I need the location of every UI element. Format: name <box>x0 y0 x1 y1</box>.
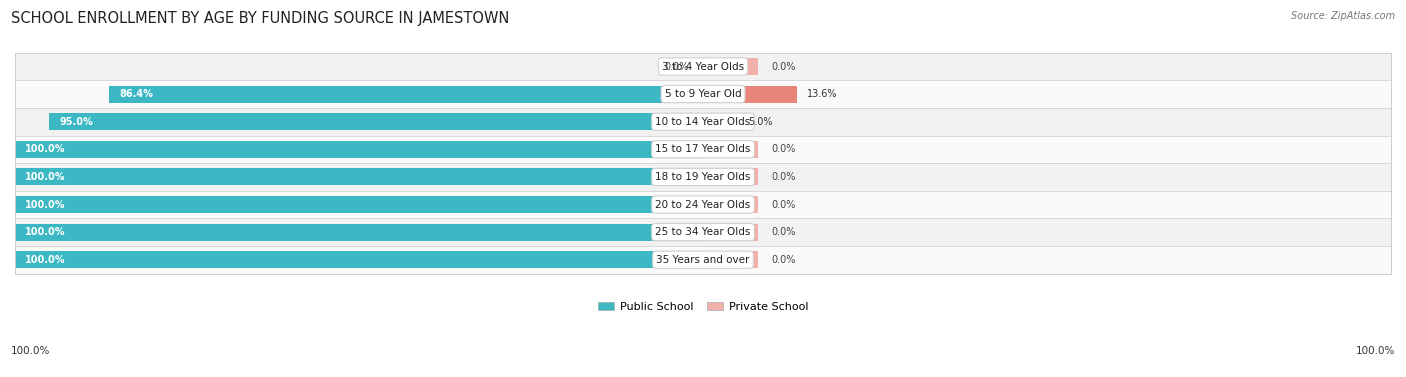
Text: 35 Years and over: 35 Years and over <box>657 255 749 265</box>
Bar <box>15 196 703 213</box>
Text: 10 to 14 Year Olds: 10 to 14 Year Olds <box>655 117 751 127</box>
Text: 100.0%: 100.0% <box>25 227 66 237</box>
Bar <box>15 108 1391 135</box>
Text: 100.0%: 100.0% <box>25 199 66 210</box>
Text: 5 to 9 Year Old: 5 to 9 Year Old <box>665 89 741 99</box>
Text: 13.6%: 13.6% <box>807 89 838 99</box>
Text: 20 to 24 Year Olds: 20 to 24 Year Olds <box>655 199 751 210</box>
Text: 100.0%: 100.0% <box>11 346 51 356</box>
Bar <box>15 251 703 268</box>
Text: 0.0%: 0.0% <box>772 61 796 72</box>
Bar <box>15 53 1391 80</box>
Bar <box>703 141 758 158</box>
Text: 100.0%: 100.0% <box>1355 346 1395 356</box>
Text: 15 to 17 Year Olds: 15 to 17 Year Olds <box>655 144 751 154</box>
Bar <box>15 169 703 185</box>
Text: SCHOOL ENROLLMENT BY AGE BY FUNDING SOURCE IN JAMESTOWN: SCHOOL ENROLLMENT BY AGE BY FUNDING SOUR… <box>11 11 509 26</box>
Bar <box>703 86 797 103</box>
Bar <box>703 251 758 268</box>
Text: 100.0%: 100.0% <box>25 255 66 265</box>
Text: 25 to 34 Year Olds: 25 to 34 Year Olds <box>655 227 751 237</box>
Bar <box>49 113 703 130</box>
Bar <box>703 169 758 185</box>
Bar <box>15 141 703 158</box>
Bar <box>703 113 737 130</box>
Text: 100.0%: 100.0% <box>25 172 66 182</box>
Bar <box>703 196 758 213</box>
Bar <box>693 58 703 75</box>
Legend: Public School, Private School: Public School, Private School <box>593 298 813 317</box>
Text: 0.0%: 0.0% <box>772 144 796 154</box>
Bar <box>15 135 1391 163</box>
Text: 86.4%: 86.4% <box>120 89 153 99</box>
Text: 0.0%: 0.0% <box>665 61 689 72</box>
Text: 95.0%: 95.0% <box>59 117 93 127</box>
Bar <box>15 191 1391 218</box>
Bar <box>703 58 758 75</box>
Text: 5.0%: 5.0% <box>748 117 772 127</box>
Bar <box>15 218 1391 246</box>
Text: 100.0%: 100.0% <box>25 144 66 154</box>
Text: 0.0%: 0.0% <box>772 255 796 265</box>
Text: 3 to 4 Year Olds: 3 to 4 Year Olds <box>662 61 744 72</box>
Bar <box>15 246 1391 274</box>
Text: 18 to 19 Year Olds: 18 to 19 Year Olds <box>655 172 751 182</box>
Text: 0.0%: 0.0% <box>772 199 796 210</box>
Text: 0.0%: 0.0% <box>772 227 796 237</box>
Bar <box>15 80 1391 108</box>
Bar <box>108 86 703 103</box>
Bar <box>15 224 703 241</box>
Bar <box>703 224 758 241</box>
Bar <box>15 163 1391 191</box>
Text: Source: ZipAtlas.com: Source: ZipAtlas.com <box>1291 11 1395 21</box>
Text: 0.0%: 0.0% <box>772 172 796 182</box>
